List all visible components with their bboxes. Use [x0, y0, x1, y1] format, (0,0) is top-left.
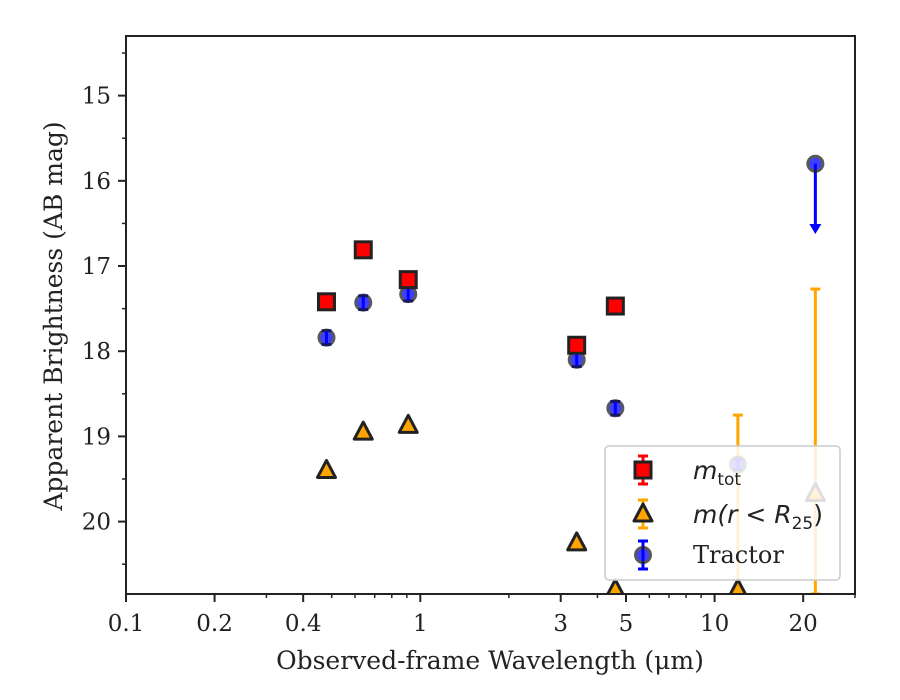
- legend-box: [604, 445, 841, 581]
- mr25-point: [728, 578, 748, 594]
- x-tick-label: 0.2: [196, 611, 233, 637]
- y-tick-label: 17: [82, 254, 111, 280]
- mtot-point: [316, 292, 336, 312]
- tractor-point: [806, 154, 825, 173]
- mr25-point: [566, 531, 588, 552]
- legend-tractor-marker: [634, 546, 652, 564]
- legend: mtot m(r < R25) Tractor: [604, 445, 841, 581]
- plot-frame: [125, 35, 856, 595]
- legend-label-mtot: mtot: [693, 456, 741, 490]
- mtot-point: [567, 335, 587, 355]
- mr25-point: [606, 578, 625, 594]
- x-tick-label: 0.4: [285, 611, 322, 637]
- x-tick-label: 10: [700, 611, 729, 637]
- y-tick-label: 16: [82, 169, 111, 195]
- legend-mtot-marker: [633, 460, 653, 480]
- mtot-point: [605, 296, 625, 316]
- y-tick-label: 18: [82, 339, 111, 365]
- mtot-point: [398, 270, 418, 290]
- x-tick-label: 20: [789, 611, 818, 637]
- x-tick-label: 5: [619, 611, 634, 637]
- legend-mr25-marker: [632, 502, 654, 523]
- x-tick-label: 0.1: [108, 611, 145, 637]
- y-axis-title: Apparent Brightness (AB mag): [39, 121, 68, 511]
- y-tick-label: 20: [82, 510, 111, 536]
- legend-label-tractor: Tractor: [693, 541, 784, 569]
- tractor-point: [354, 293, 373, 312]
- tractor-point: [606, 399, 625, 418]
- x-axis-title: Observed-frame Wavelength (μm): [276, 646, 704, 675]
- legend-label-mr25: m(r < R25): [693, 500, 823, 534]
- y-tick-label: 15: [82, 84, 111, 110]
- x-tick-label: 1: [413, 611, 428, 637]
- mr25-point: [315, 458, 337, 479]
- mr25-point: [397, 413, 419, 434]
- y-tick-label: 19: [82, 424, 111, 450]
- mtot-point: [353, 240, 373, 260]
- mr25-point: [352, 420, 374, 441]
- tractor-limit-arrow: [809, 223, 822, 234]
- x-tick-label: 3: [553, 611, 568, 637]
- tractor-point: [317, 328, 336, 347]
